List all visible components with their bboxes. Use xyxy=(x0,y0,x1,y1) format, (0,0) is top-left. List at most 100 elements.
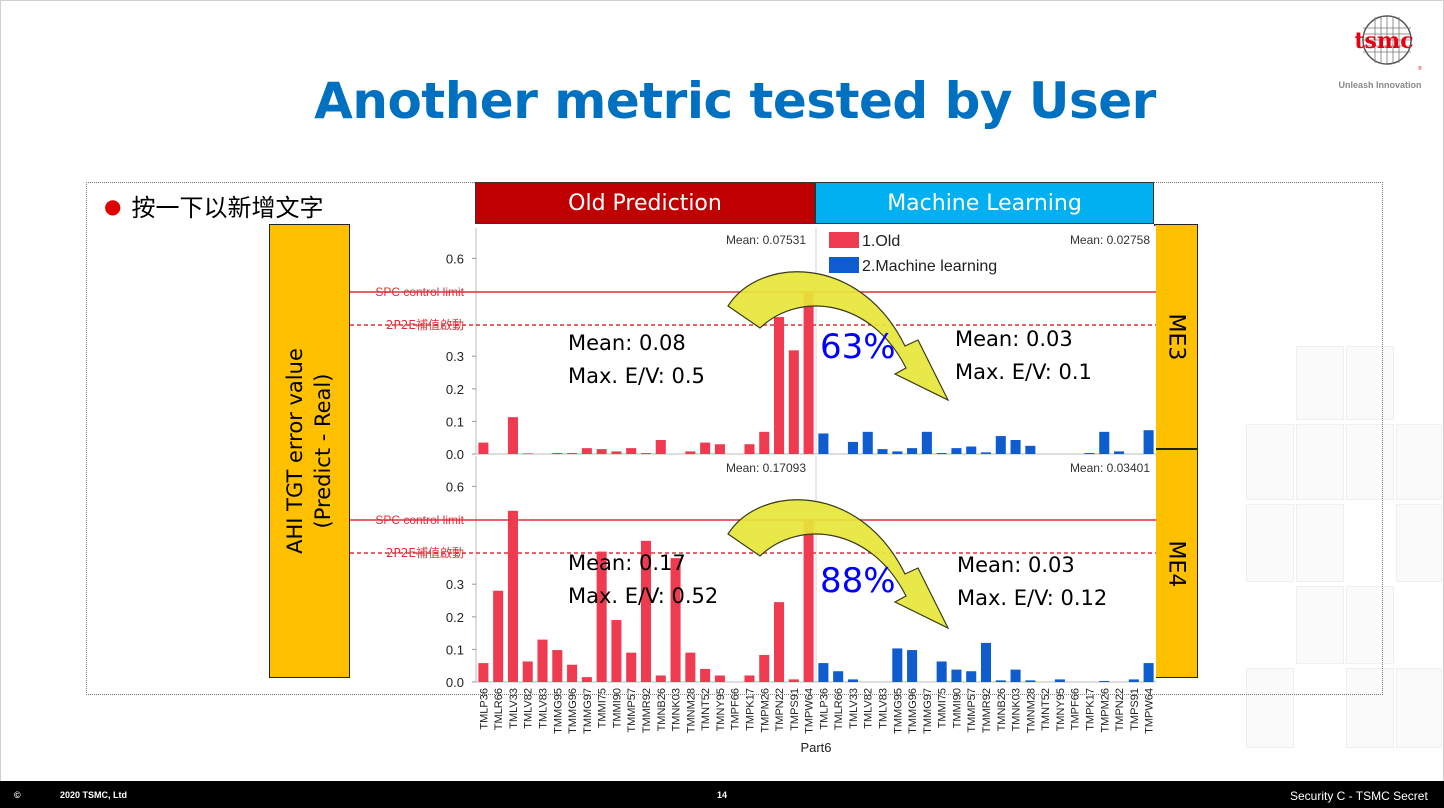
y-tick-label: 0.2 xyxy=(446,610,464,625)
bar-old-tmmg97 xyxy=(581,677,592,682)
old-mean-label: Mean: 0.07531 xyxy=(726,233,806,247)
bar-ml-tmnb26 xyxy=(995,436,1006,454)
bar-old-tmny95 xyxy=(714,675,725,682)
improvement-arrow-icon xyxy=(727,271,950,402)
x-tick-label: TMNM28 xyxy=(1025,688,1037,733)
bar-old-tmpw64 xyxy=(803,291,814,454)
x-tick-label: TMMG95 xyxy=(552,688,564,734)
x-tick-label: TMNK03 xyxy=(671,688,683,731)
bullet-text: 按一下以新增文字 xyxy=(131,194,324,222)
bar-old-tmlp36 xyxy=(478,663,489,682)
deco-tile xyxy=(1346,668,1394,748)
x-tick-label: TMMR92 xyxy=(981,688,993,733)
deco-tile xyxy=(1396,504,1442,582)
bar-old-tmpk17 xyxy=(744,444,755,454)
bar-old-tmmp57 xyxy=(626,652,637,682)
improvement-percent: 88% xyxy=(820,561,896,601)
bar-ml-tmlv82 xyxy=(862,431,873,454)
slide-title: Another metric tested by User xyxy=(314,72,1156,130)
bar-ml-tmlv33 xyxy=(847,441,858,454)
bar-ml-tmlp36 xyxy=(818,663,829,682)
x-tick-label: TMLP36 xyxy=(818,688,830,730)
x-tick-label: TMMP57 xyxy=(966,688,978,733)
logo-text: tsmc xyxy=(1354,28,1413,54)
deco-tile xyxy=(1346,586,1394,664)
deco-tile xyxy=(1246,668,1294,748)
x-tick-label: TMNY95 xyxy=(1055,688,1067,731)
p2e-threshold-label: 2P2E補值啟動 xyxy=(386,317,464,332)
deco-tile xyxy=(1246,424,1294,500)
bar-old-tmmr92 xyxy=(640,540,652,682)
bar-ml-tmmr92 xyxy=(980,452,992,454)
x-tick-label: TMMI90 xyxy=(611,688,623,728)
improvement-arrow-icon xyxy=(727,499,950,630)
x-tick-label: TMMG96 xyxy=(907,688,919,734)
bar-old-tmmr92 xyxy=(640,453,652,454)
bar-ml-tmlv33 xyxy=(847,679,858,682)
bar-ml-tmmg96 xyxy=(907,650,918,682)
ml-mean-label: Mean: 0.02758 xyxy=(1070,233,1150,247)
x-tick-label: TMPF66 xyxy=(1070,688,1082,730)
x-axis-title: Part6 xyxy=(800,740,831,755)
bar-old-tmmp57 xyxy=(626,448,637,454)
x-tick-label: TMPM26 xyxy=(759,688,771,733)
ml-mean-label: Mean: 0.03401 xyxy=(1070,461,1150,475)
legend-ml-swatch xyxy=(829,257,859,273)
bar-ml-tmpw64 xyxy=(1143,430,1154,454)
bar-old-tmmi75 xyxy=(596,449,607,454)
bar-ml-tmlp36 xyxy=(818,433,829,454)
deco-tile xyxy=(1296,346,1344,420)
footer-copyright: © xyxy=(14,790,21,800)
y-tick-label: 0.1 xyxy=(446,414,464,429)
bar-old-tmps91 xyxy=(788,679,799,682)
bar-ml-tmmp57 xyxy=(966,446,977,454)
x-tick-label: TMPM26 xyxy=(1099,688,1111,733)
bar-old-tmps91 xyxy=(788,350,799,454)
x-tick-label: TMMG97 xyxy=(582,688,594,734)
old-max-annotation: Max. E/V: 0.52 xyxy=(568,584,718,608)
footer-security: Security C - TSMC Secret xyxy=(1290,789,1428,803)
bar-ml-tmmi90 xyxy=(951,448,962,454)
bar-ml-tmmr92 xyxy=(980,642,992,682)
x-tick-label: TMMG95 xyxy=(892,688,904,734)
page-number: 14 xyxy=(717,790,728,800)
bar-old-tmnt52 xyxy=(700,442,711,454)
bullet-placeholder[interactable]: ● 按一下以新增文字 xyxy=(104,188,323,223)
bar-ml-tmmg96 xyxy=(907,448,918,454)
header-old-prediction: Old Prediction xyxy=(475,182,815,224)
old-max-annotation: Max. E/V: 0.5 xyxy=(568,364,705,388)
bar-old-tmnm28 xyxy=(685,652,696,682)
bar-old-tmmg96 xyxy=(567,453,578,454)
x-tick-label: TMLV33 xyxy=(848,688,860,729)
x-tick-label: TMMI90 xyxy=(951,688,963,728)
x-tick-label: TMLV82 xyxy=(863,688,875,729)
x-tick-label: TMPK17 xyxy=(1084,688,1096,731)
legend-old-swatch xyxy=(829,232,859,248)
bar-ml-tmps91 xyxy=(1128,679,1139,682)
deco-tile xyxy=(1296,504,1344,582)
y-tick-label: 0.6 xyxy=(446,479,464,494)
old-mean-annotation: Mean: 0.08 xyxy=(568,331,686,355)
bar-old-tmmi90 xyxy=(611,451,622,454)
bar-ml-tmnk03 xyxy=(1010,669,1021,682)
header-machine-learning: Machine Learning xyxy=(815,182,1154,224)
x-tick-label: TMLV82 xyxy=(523,688,535,729)
y-tick-label: 0.0 xyxy=(446,675,464,690)
x-tick-label: TMMP57 xyxy=(626,688,638,733)
bar-ml-tmpn22 xyxy=(1114,451,1125,454)
x-tick-label: TMLV83 xyxy=(878,688,890,729)
x-tick-label: TMNT52 xyxy=(1040,688,1052,731)
x-tick-label: TMLR66 xyxy=(833,688,845,730)
old-mean-annotation: Mean: 0.17 xyxy=(568,551,686,575)
bar-ml-tmmi75 xyxy=(936,661,947,682)
bar-ml-tmny95 xyxy=(1054,679,1065,682)
bar-old-tmlv33 xyxy=(507,417,518,454)
bar-ml-tmpm26 xyxy=(1099,431,1110,454)
old-mean-label: Mean: 0.17093 xyxy=(726,461,806,475)
bar-ml-tmnk03 xyxy=(1010,439,1021,454)
bar-old-tmpn22 xyxy=(774,317,785,454)
deco-tile xyxy=(1396,424,1442,500)
deco-tile xyxy=(1246,504,1294,582)
legend-ml-label: 2.Machine learning xyxy=(862,258,997,275)
bar-old-tmlv82 xyxy=(522,661,533,682)
